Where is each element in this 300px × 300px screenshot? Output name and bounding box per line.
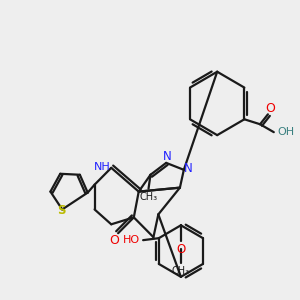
Text: OH: OH (278, 127, 295, 137)
Text: N: N (184, 162, 193, 175)
Text: HO: HO (123, 235, 140, 245)
Text: O: O (109, 234, 119, 247)
Text: O: O (176, 243, 185, 256)
Text: CH₃: CH₃ (140, 192, 158, 202)
Text: N: N (163, 150, 172, 164)
Text: S: S (57, 204, 65, 217)
Text: CH₃: CH₃ (172, 266, 190, 276)
Text: O: O (265, 102, 275, 115)
Text: NH: NH (94, 162, 111, 172)
